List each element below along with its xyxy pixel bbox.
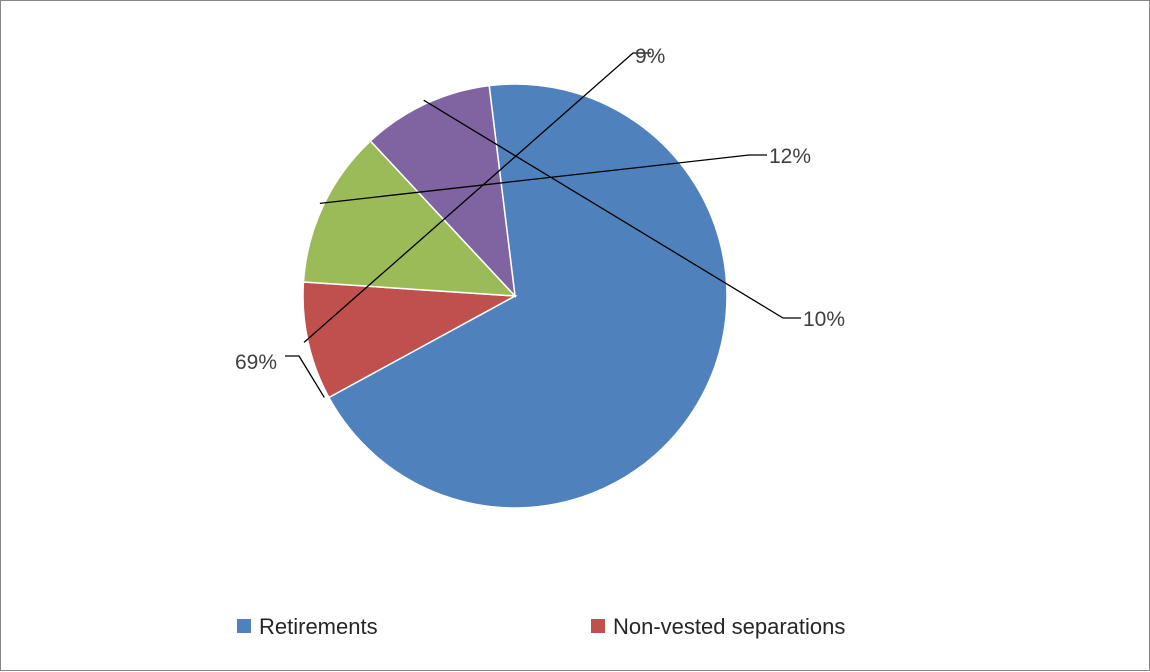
leader-line-2 xyxy=(303,52,651,343)
leader-line-3 xyxy=(319,154,767,204)
pie-slice-4 xyxy=(369,84,517,299)
leader-line-1 xyxy=(285,355,325,398)
legend-swatch-1 xyxy=(237,619,251,633)
data-labels: 69% 9% 12% 10% xyxy=(235,45,845,374)
data-label-3: 12% xyxy=(769,145,811,168)
legend-label-2: Non-vested separations xyxy=(613,614,845,639)
legend-label-1: Retirements xyxy=(259,614,378,639)
data-label-4: 10% xyxy=(803,308,845,331)
legend: Retirements Non-vested separations xyxy=(237,614,845,639)
data-label-2: 9% xyxy=(635,45,665,68)
data-label-1: 69% xyxy=(235,351,277,374)
leader-line-4 xyxy=(423,99,801,319)
pie-slice-3 xyxy=(302,139,517,297)
legend-swatch-2 xyxy=(591,619,605,633)
pie-slice-2 xyxy=(302,281,518,399)
pie-slice-1 xyxy=(327,83,728,509)
pie-slices xyxy=(302,83,728,509)
leader-lines xyxy=(285,52,801,398)
